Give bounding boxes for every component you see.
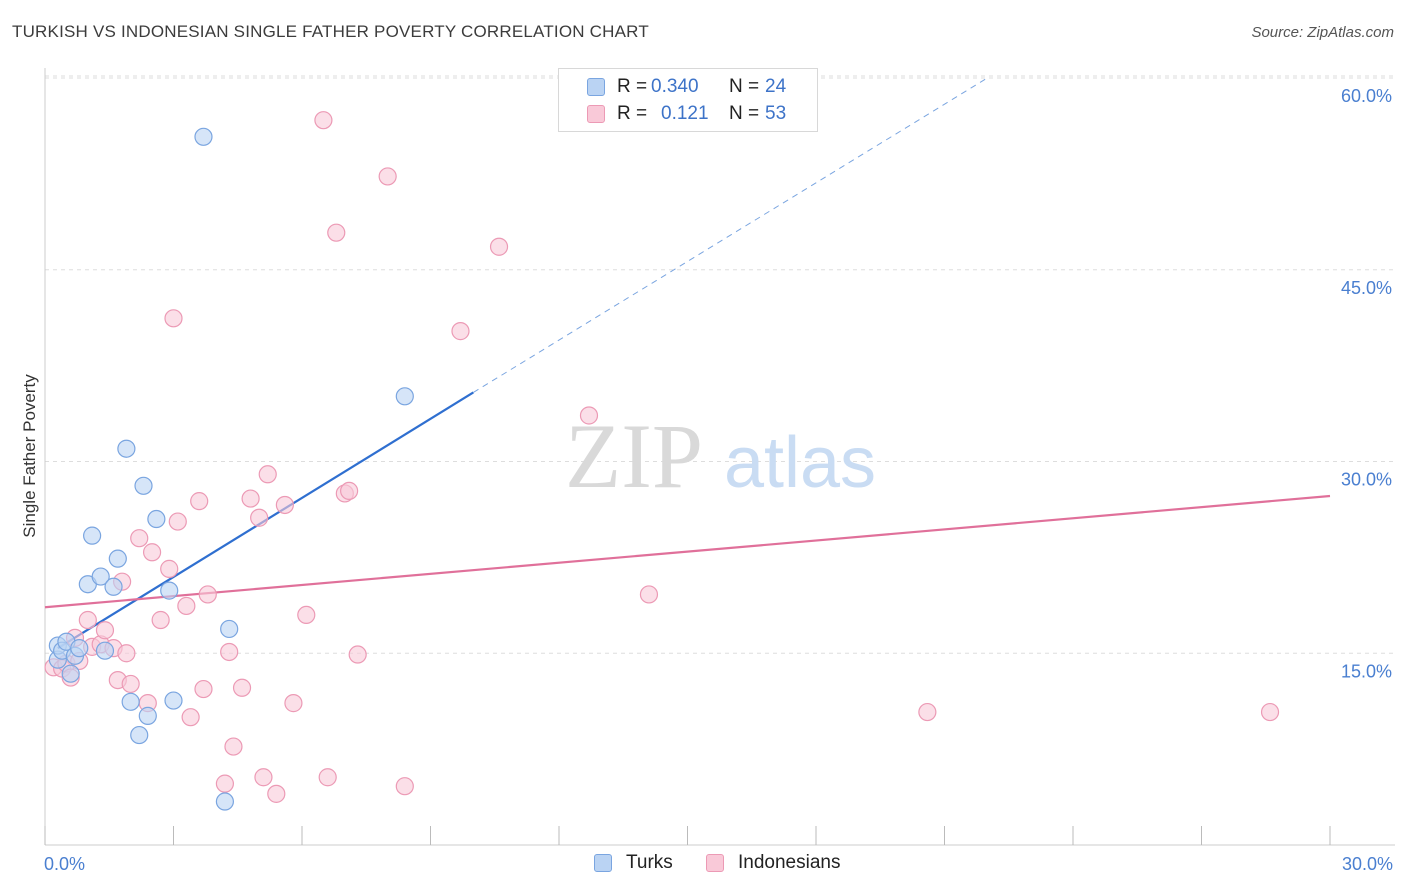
turks-point xyxy=(194,127,213,146)
indonesians-point xyxy=(340,481,359,501)
indonesians-point xyxy=(258,465,277,484)
indonesians-point xyxy=(918,702,937,722)
indonesians-point xyxy=(318,768,337,787)
indonesians-point xyxy=(348,645,367,664)
trend-layer xyxy=(44,77,1331,650)
indonesians-point xyxy=(639,585,659,604)
indonesians-point xyxy=(190,492,209,511)
turks-point xyxy=(134,476,153,495)
series-legend-indonesians[interactable]: Indonesians xyxy=(706,852,840,874)
indonesians-point xyxy=(297,605,316,625)
series-legend-turks[interactable]: Turks xyxy=(594,852,673,874)
indonesians-point xyxy=(395,777,414,796)
turks-point xyxy=(83,526,102,545)
legend-n-value: 53 xyxy=(765,103,787,124)
indonesians-point xyxy=(220,642,239,662)
axes-layer xyxy=(44,68,1395,846)
turks-point xyxy=(91,567,110,586)
indonesians-trend-line xyxy=(44,494,1331,609)
turks-trend-extension xyxy=(473,77,988,393)
indonesians-point xyxy=(1260,702,1280,722)
indonesians-point xyxy=(224,737,243,756)
legend-r-label: R = xyxy=(617,103,648,124)
y-tick-label: 60.0% xyxy=(1341,86,1392,106)
turks-label: Turks xyxy=(626,852,673,873)
indonesians-point xyxy=(168,512,187,531)
indonesians-point xyxy=(151,610,170,630)
turks-point xyxy=(95,641,115,660)
chart-title: TURKISH VS INDONESIAN SINGLE FATHER POVE… xyxy=(12,22,649,41)
indonesians-point xyxy=(160,559,179,578)
source-credit: Source: ZipAtlas.com xyxy=(1251,24,1394,41)
turks-point xyxy=(220,619,239,639)
turks-point xyxy=(130,725,149,745)
turks-point xyxy=(117,439,136,458)
indonesians-point xyxy=(121,674,140,694)
turks-point xyxy=(164,691,183,710)
indonesians-point xyxy=(177,596,196,616)
indonesians-point xyxy=(275,495,294,515)
legend-r-value: 0.340 xyxy=(651,76,699,97)
y-tick-label: 30.0% xyxy=(1341,470,1392,490)
y-tick-label: 15.0% xyxy=(1341,661,1392,681)
legend-row-turks: R = 0.340 N = 24 xyxy=(587,74,786,100)
points-layer xyxy=(44,111,1280,811)
turks-point xyxy=(138,706,157,725)
legend-r-label: R = xyxy=(617,76,648,97)
indonesians-point xyxy=(254,768,273,787)
legend-n-label: N = xyxy=(729,76,760,97)
indonesians-point xyxy=(284,694,303,713)
turks-point xyxy=(121,692,140,711)
legend-r-value: 0.121 xyxy=(661,103,709,124)
turks-point xyxy=(61,664,80,683)
y-axis-label: Single Father Poverty xyxy=(20,374,39,538)
turks-point xyxy=(108,549,127,568)
indonesians-point xyxy=(164,309,183,328)
turks-point xyxy=(160,581,179,600)
indonesians-point xyxy=(198,585,217,604)
indonesians-point xyxy=(142,543,162,562)
indonesians-point xyxy=(194,679,213,699)
indonesians-point xyxy=(241,489,260,508)
indonesians-point xyxy=(489,237,509,256)
indonesians-point xyxy=(78,610,97,630)
x-tick-label: 0.0% xyxy=(44,854,85,874)
turks-point xyxy=(70,639,89,658)
indonesians-point xyxy=(95,621,115,640)
indonesians-point xyxy=(327,223,346,242)
indonesians-point xyxy=(181,708,200,727)
indonesians-swatch xyxy=(587,105,605,123)
turks-point xyxy=(395,387,414,406)
correlation-legend: R = 0.340 N = 24 R = 0.121 N = 53 xyxy=(558,68,818,132)
ticks-layer: 15.0% 30.0% 45.0% 60.0% 0.0% 30.0% xyxy=(44,86,1393,874)
turks-point xyxy=(215,792,234,811)
indonesians-point xyxy=(267,784,286,803)
x-tick-label: 30.0% xyxy=(1342,854,1393,874)
series-legend: Turks Indonesians xyxy=(0,852,1406,878)
turks-swatch xyxy=(594,854,612,872)
indonesians-swatch xyxy=(706,854,724,872)
indonesians-point xyxy=(314,111,333,130)
turks-point xyxy=(104,577,123,596)
indonesians-label: Indonesians xyxy=(738,852,841,873)
watermark-atlas: atlas xyxy=(724,423,876,503)
y-tick-label: 45.0% xyxy=(1341,278,1392,298)
indonesians-point xyxy=(117,644,136,663)
turks-point xyxy=(147,509,166,529)
legend-n-label: N = xyxy=(729,103,760,124)
indonesians-point xyxy=(378,167,397,186)
turks-swatch xyxy=(587,78,605,96)
indonesians-point xyxy=(451,322,470,341)
legend-n-value: 24 xyxy=(765,76,787,97)
indonesians-point xyxy=(232,678,252,697)
legend-row-indonesians: R = 0.121 N = 53 xyxy=(587,101,786,127)
watermark: ZIP atlas xyxy=(565,405,876,507)
grid-layer xyxy=(45,75,1395,654)
indonesians-point xyxy=(215,774,234,793)
indonesians-point xyxy=(250,508,269,527)
indonesians-point xyxy=(130,529,149,548)
indonesians-point xyxy=(579,406,599,425)
